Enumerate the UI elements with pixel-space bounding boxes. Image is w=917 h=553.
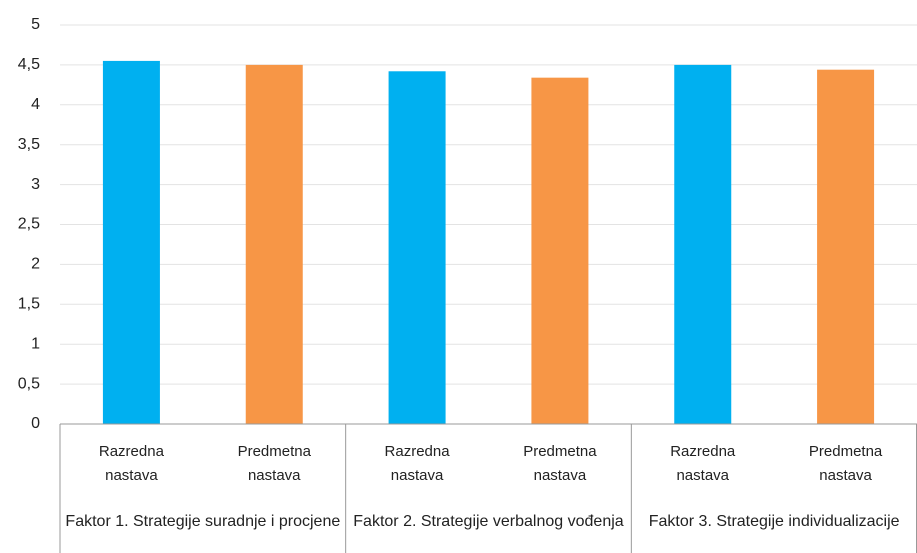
y-tick-label: 3,5 bbox=[18, 136, 40, 153]
x-tick-label: Razredna nastava bbox=[384, 443, 450, 484]
y-tick-label: 0 bbox=[31, 415, 40, 432]
y-tick-label: 4,5 bbox=[18, 56, 40, 73]
bar bbox=[245, 64, 303, 425]
group-label: Faktor 2. Strategije verbalnog vođenja bbox=[353, 513, 624, 530]
y-tick-label: 0,5 bbox=[18, 375, 40, 392]
bar bbox=[102, 60, 160, 424]
bar bbox=[531, 77, 589, 424]
y-tick-label: 1 bbox=[31, 335, 40, 352]
x-tick-label: Razredna nastava bbox=[670, 443, 736, 484]
y-tick-label: 2,5 bbox=[18, 216, 40, 233]
x-tick-label: Predmetna nastava bbox=[523, 443, 597, 484]
y-tick-label: 1,5 bbox=[18, 296, 40, 313]
bar bbox=[388, 71, 446, 424]
bar bbox=[674, 64, 732, 425]
x-tick-label: Razredna nastava bbox=[98, 443, 164, 484]
y-tick-label: 5 bbox=[31, 16, 40, 33]
x-tick-label: Predmetna nastava bbox=[808, 443, 883, 484]
bar bbox=[817, 69, 875, 425]
x-tick-label: Predmetna nastava bbox=[237, 443, 311, 484]
group-label: Faktor 3. Strategije individualizacije bbox=[648, 513, 900, 530]
y-tick-label: 4 bbox=[31, 96, 40, 113]
y-tick-label: 3 bbox=[31, 176, 40, 193]
group-label: Faktor 1. Strategije suradnje i procjene bbox=[65, 513, 341, 530]
y-tick-label: 2 bbox=[31, 256, 40, 273]
